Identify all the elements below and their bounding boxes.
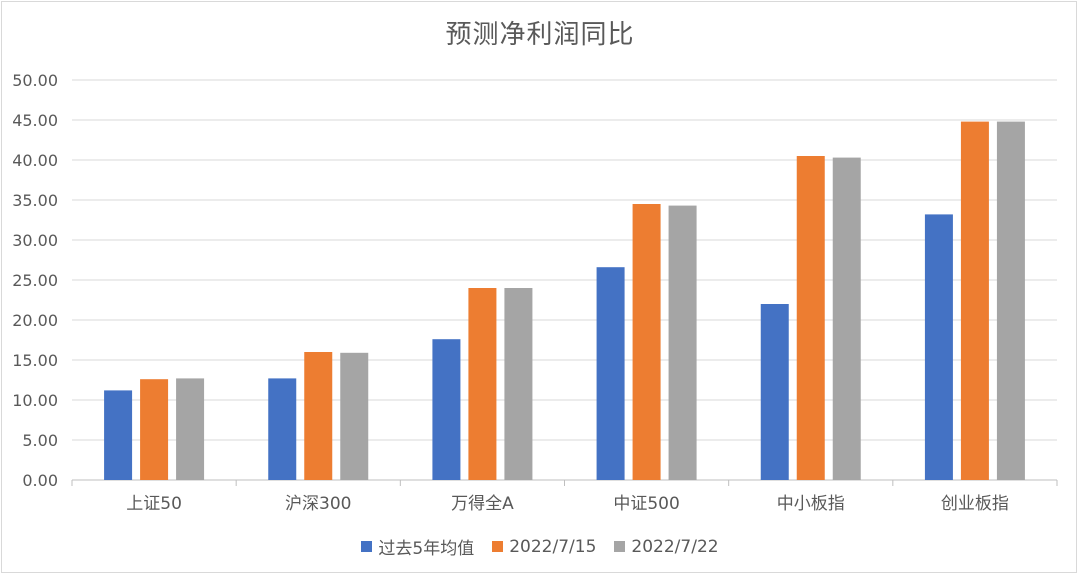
bar	[832, 157, 861, 480]
bar	[340, 352, 369, 480]
chart-title: 预测净利润同比	[445, 20, 635, 50]
legend-swatch-series-1	[492, 541, 504, 552]
bar	[504, 288, 533, 480]
bar	[176, 378, 205, 480]
bar	[924, 214, 953, 480]
legend-item-series-0: 过去5年均值	[361, 534, 474, 559]
x-tick-label: 万得全A	[451, 494, 514, 514]
y-tick-label: 0.00	[22, 471, 58, 490]
legend-item-series-1: 2022/7/15	[492, 534, 596, 559]
bar	[668, 205, 697, 480]
x-tick-label: 上证50	[126, 494, 182, 514]
bar	[760, 304, 789, 480]
y-tick-label: 30.00	[12, 231, 58, 250]
chart-legend: 过去5年均值 2022/7/15 2022/7/22	[0, 534, 1080, 559]
x-tick-label: 创业板指	[941, 494, 1009, 514]
bar	[468, 288, 497, 480]
y-tick-label: 35.00	[12, 191, 58, 210]
bar	[996, 121, 1025, 480]
bar	[304, 352, 333, 480]
y-tick-label: 10.00	[12, 391, 58, 410]
bar	[596, 267, 625, 480]
y-tick-label: 5.00	[22, 431, 58, 450]
bar	[960, 121, 989, 480]
bar	[268, 378, 297, 480]
legend-swatch-series-0	[361, 541, 373, 552]
y-tick-label: 25.00	[12, 271, 58, 290]
legend-label-series-0: 过去5年均值	[378, 539, 475, 559]
y-tick-label: 20.00	[12, 311, 58, 330]
legend-item-series-2: 2022/7/22	[614, 534, 719, 559]
bar	[104, 390, 133, 480]
y-tick-label: 45.00	[12, 111, 58, 130]
y-tick-label: 50.00	[12, 71, 58, 90]
y-tick-label: 40.00	[12, 151, 58, 170]
x-tick-label: 沪深300	[285, 494, 351, 514]
bar	[432, 339, 461, 480]
bar	[632, 204, 661, 480]
legend-swatch-series-2	[614, 541, 626, 552]
x-tick-label: 中小板指	[777, 494, 845, 514]
bar	[796, 156, 825, 480]
legend-label-series-1: 2022/7/15	[509, 536, 597, 557]
y-tick-label: 15.00	[12, 351, 58, 370]
legend-label-series-2: 2022/7/22	[631, 536, 719, 557]
bar	[140, 379, 169, 480]
x-tick-label: 中证500	[613, 494, 679, 514]
